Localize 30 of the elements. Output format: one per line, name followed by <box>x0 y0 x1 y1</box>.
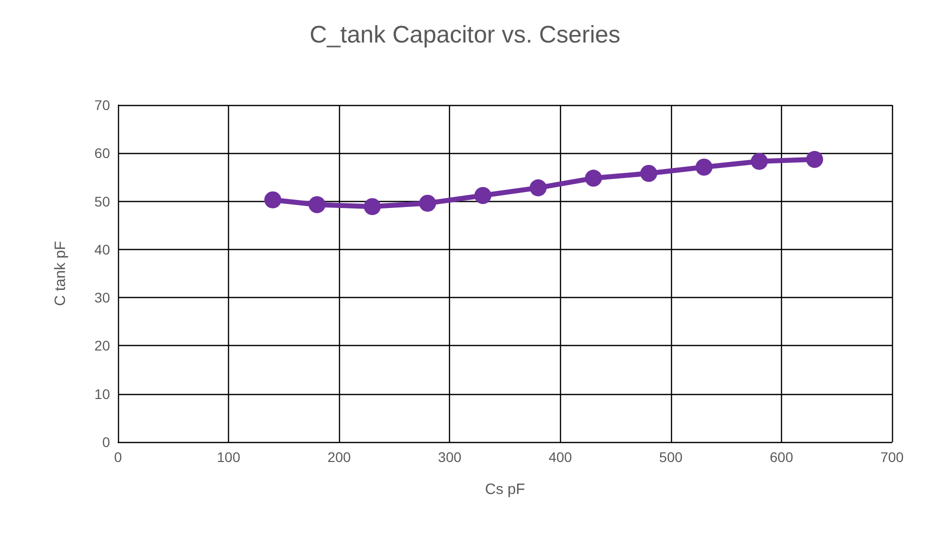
y-tick-label: 70 <box>94 97 110 113</box>
x-tick-label: 200 <box>327 449 352 465</box>
chart-title: C_tank Capacitor vs. Cseries <box>310 22 620 48</box>
x-tick-label: 100 <box>216 449 240 465</box>
y-axis-title: C tank pF <box>52 240 69 306</box>
point <box>584 170 602 187</box>
x-tick-label: 600 <box>770 449 794 465</box>
x-tick-label: 400 <box>548 449 572 465</box>
point <box>364 198 381 216</box>
y-tick-label: 0 <box>102 434 110 450</box>
x-tick-label: 700 <box>880 449 904 465</box>
point <box>264 191 282 208</box>
y-tick-label: 30 <box>94 290 110 306</box>
point <box>474 187 492 204</box>
point <box>530 179 547 196</box>
y-tick-label: 20 <box>94 338 110 354</box>
x-tick-label: 300 <box>438 449 462 465</box>
point <box>419 194 436 212</box>
y-tick-label: 10 <box>94 386 110 402</box>
y-tick-label: 40 <box>94 241 110 258</box>
x-axis-title: Cs pF <box>484 481 526 498</box>
point <box>696 158 713 176</box>
point <box>640 164 658 182</box>
x-tick-label: 0 <box>114 449 122 465</box>
y-tick-label: 50 <box>94 193 110 210</box>
point <box>806 150 824 168</box>
point <box>308 196 326 214</box>
y-tick-label: 60 <box>94 145 110 162</box>
point <box>750 152 768 170</box>
x-tick-label: 500 <box>659 449 683 465</box>
